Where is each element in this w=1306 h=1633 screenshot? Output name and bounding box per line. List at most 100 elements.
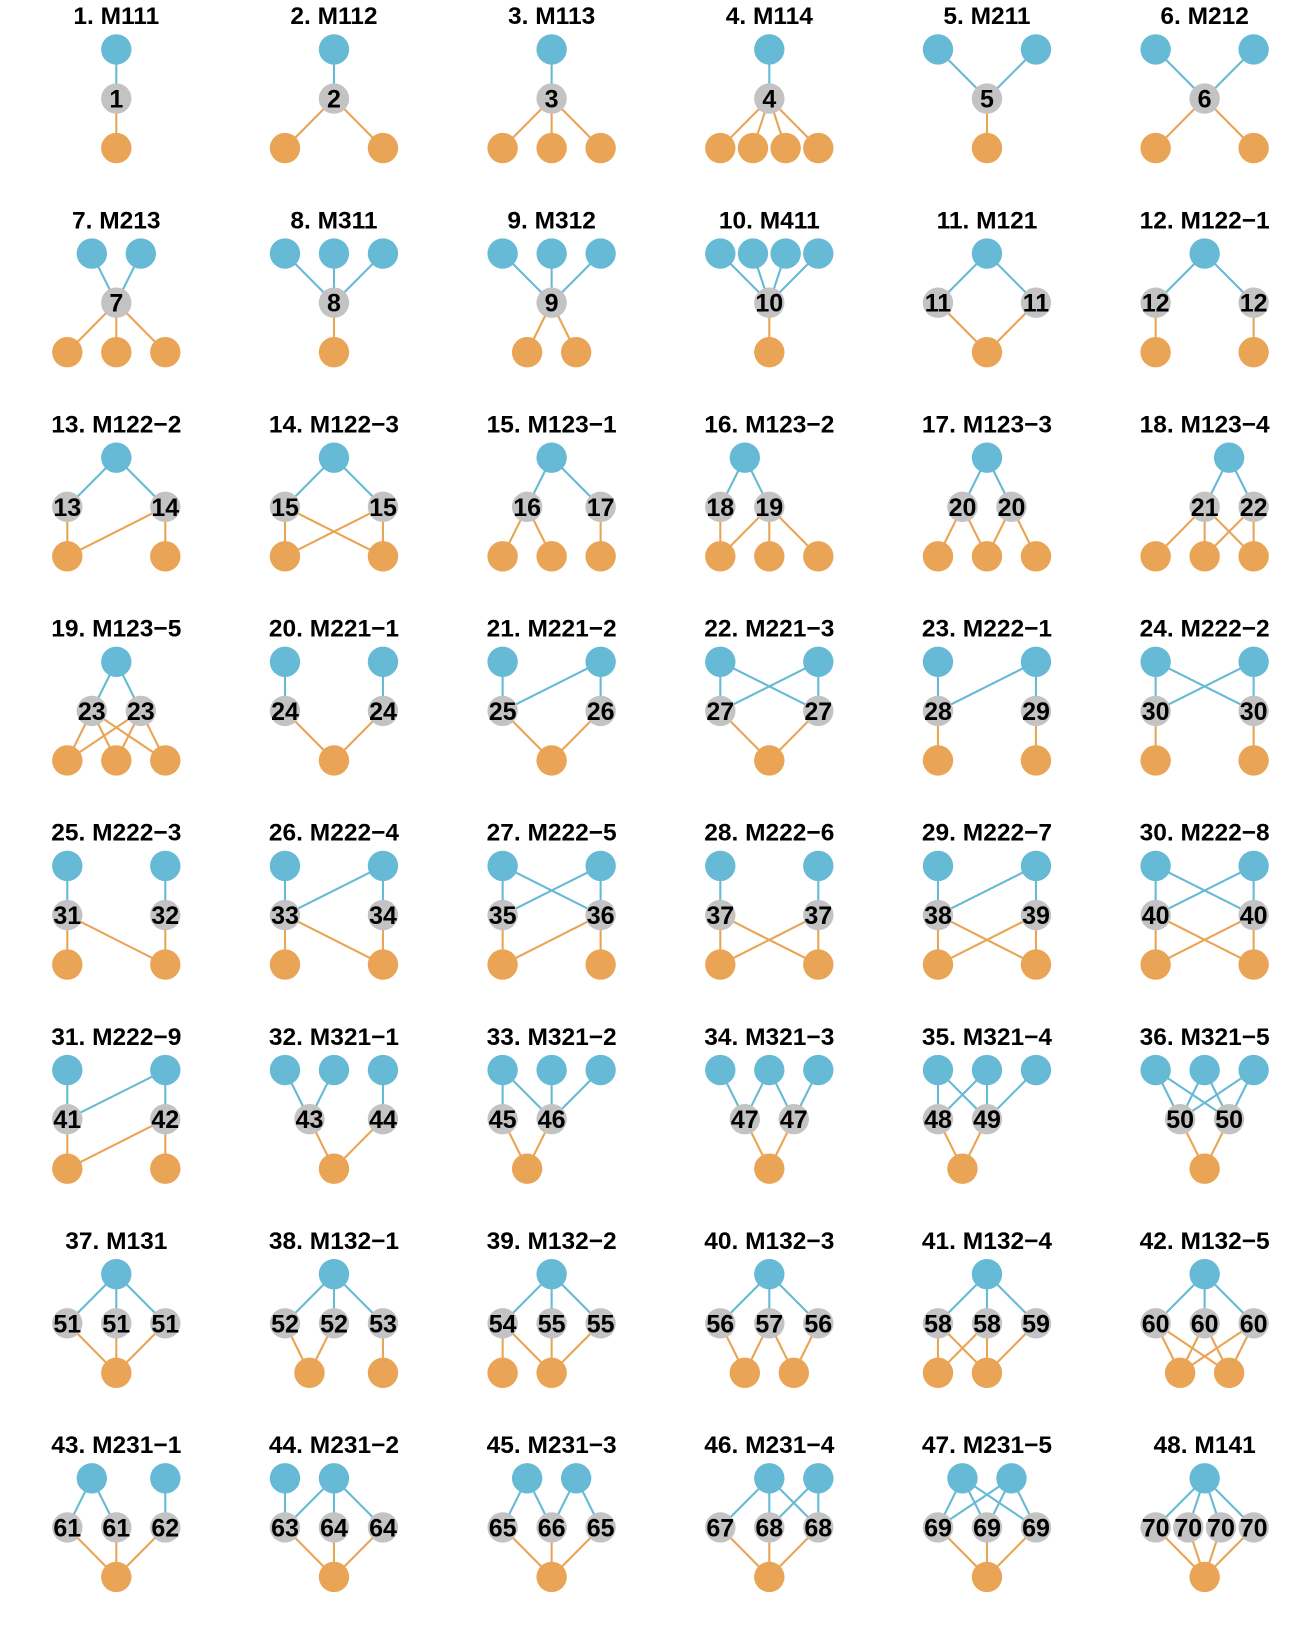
svg-text:24. M222−2: 24. M222−2 [1140, 616, 1270, 643]
svg-text:19: 19 [755, 494, 783, 522]
svg-text:15. M123−1: 15. M123−1 [487, 411, 617, 438]
svg-text:43. M231−1: 43. M231−1 [51, 1432, 181, 1459]
svg-text:20. M221−1: 20. M221−1 [269, 616, 399, 643]
svg-text:14. M122−3: 14. M122−3 [269, 411, 399, 438]
svg-text:68: 68 [755, 1514, 783, 1542]
svg-text:41. M132−4: 41. M132−4 [922, 1228, 1052, 1255]
svg-text:17: 17 [587, 494, 615, 522]
svg-text:56: 56 [804, 1310, 832, 1338]
svg-text:11. M121: 11. M121 [937, 207, 1038, 234]
svg-text:50: 50 [1215, 1106, 1243, 1134]
svg-text:20: 20 [949, 494, 977, 522]
svg-text:27: 27 [706, 698, 734, 726]
svg-text:60: 60 [1240, 1310, 1268, 1338]
svg-text:28: 28 [924, 698, 952, 726]
svg-text:15: 15 [271, 494, 299, 522]
svg-text:30: 30 [1240, 698, 1268, 726]
svg-text:65: 65 [489, 1514, 517, 1542]
svg-text:13. M122−2: 13. M122−2 [51, 411, 181, 438]
svg-text:70: 70 [1240, 1514, 1268, 1542]
svg-text:23: 23 [78, 698, 106, 726]
svg-text:35: 35 [489, 902, 517, 930]
svg-text:51: 51 [102, 1310, 130, 1338]
svg-text:40: 40 [1142, 902, 1170, 930]
svg-text:67: 67 [706, 1514, 734, 1542]
svg-text:48. M141: 48. M141 [1154, 1432, 1256, 1459]
svg-text:8. M311: 8. M311 [290, 207, 377, 234]
svg-text:24: 24 [369, 698, 397, 726]
svg-text:69: 69 [973, 1514, 1001, 1542]
svg-text:1: 1 [109, 86, 123, 114]
svg-text:30: 30 [1142, 698, 1170, 726]
svg-text:58: 58 [924, 1310, 952, 1338]
svg-text:32: 32 [151, 902, 179, 930]
svg-text:68: 68 [804, 1514, 832, 1542]
svg-text:38: 38 [924, 902, 952, 930]
svg-text:12: 12 [1142, 290, 1170, 318]
svg-text:19. M123−5: 19. M123−5 [51, 616, 181, 643]
svg-text:7: 7 [109, 290, 123, 318]
svg-text:6: 6 [1198, 86, 1212, 114]
svg-text:5: 5 [980, 86, 994, 114]
svg-text:61: 61 [53, 1514, 81, 1542]
svg-text:46: 46 [538, 1106, 566, 1134]
svg-text:10. M411: 10. M411 [719, 207, 820, 234]
svg-text:15: 15 [369, 494, 397, 522]
svg-text:61: 61 [102, 1514, 130, 1542]
svg-text:22: 22 [1240, 494, 1268, 522]
svg-text:27. M222−5: 27. M222−5 [487, 820, 617, 847]
svg-text:60: 60 [1191, 1310, 1219, 1338]
svg-text:35. M321−4: 35. M321−4 [922, 1024, 1052, 1051]
svg-text:5. M211: 5. M211 [943, 3, 1030, 30]
svg-text:24: 24 [271, 698, 299, 726]
svg-text:26: 26 [587, 698, 615, 726]
svg-text:41: 41 [53, 1106, 81, 1134]
svg-text:40. M132−3: 40. M132−3 [704, 1228, 834, 1255]
svg-text:43: 43 [296, 1106, 324, 1134]
svg-text:38. M132−1: 38. M132−1 [269, 1228, 399, 1255]
svg-text:29: 29 [1022, 698, 1050, 726]
svg-text:26. M222−4: 26. M222−4 [269, 820, 399, 847]
svg-text:63: 63 [271, 1514, 299, 1542]
svg-text:49: 49 [973, 1106, 1001, 1134]
svg-text:22. M221−3: 22. M221−3 [704, 616, 834, 643]
svg-text:37. M131: 37. M131 [65, 1228, 167, 1255]
svg-text:45: 45 [489, 1106, 517, 1134]
svg-text:36. M321−5: 36. M321−5 [1140, 1024, 1270, 1051]
svg-text:30. M222−8: 30. M222−8 [1140, 820, 1270, 847]
svg-text:52: 52 [320, 1310, 348, 1338]
svg-text:33: 33 [271, 902, 299, 930]
svg-text:12: 12 [1240, 290, 1268, 318]
svg-text:48: 48 [924, 1106, 952, 1134]
svg-text:29. M222−7: 29. M222−7 [922, 820, 1052, 847]
svg-text:69: 69 [1022, 1514, 1050, 1542]
svg-text:45. M231−3: 45. M231−3 [487, 1432, 617, 1459]
svg-text:12. M122−1: 12. M122−1 [1140, 207, 1270, 234]
svg-text:42. M132−5: 42. M132−5 [1140, 1228, 1270, 1255]
svg-text:34: 34 [369, 902, 397, 930]
svg-text:42: 42 [151, 1106, 179, 1134]
svg-text:25: 25 [489, 698, 517, 726]
svg-text:4: 4 [762, 86, 776, 114]
svg-text:39. M132−2: 39. M132−2 [487, 1228, 617, 1255]
svg-text:64: 64 [320, 1514, 348, 1542]
svg-text:34. M321−3: 34. M321−3 [704, 1024, 834, 1051]
svg-text:32. M321−1: 32. M321−1 [269, 1024, 399, 1051]
svg-text:46. M231−4: 46. M231−4 [704, 1432, 834, 1459]
svg-text:11: 11 [925, 290, 952, 318]
svg-text:3. M113: 3. M113 [508, 3, 595, 30]
svg-text:21: 21 [1191, 494, 1219, 522]
svg-text:47: 47 [731, 1106, 759, 1134]
svg-text:25. M222−3: 25. M222−3 [51, 820, 181, 847]
svg-text:4. M114: 4. M114 [726, 3, 814, 30]
svg-text:27: 27 [804, 698, 832, 726]
svg-text:70: 70 [1142, 1514, 1170, 1542]
svg-text:59: 59 [1022, 1310, 1050, 1338]
svg-text:65: 65 [587, 1514, 615, 1542]
svg-text:54: 54 [489, 1310, 517, 1338]
svg-text:56: 56 [706, 1310, 734, 1338]
svg-text:3: 3 [545, 86, 559, 114]
svg-text:64: 64 [369, 1514, 397, 1542]
svg-text:14: 14 [151, 494, 179, 522]
svg-text:1. M111: 1. M111 [73, 3, 159, 30]
